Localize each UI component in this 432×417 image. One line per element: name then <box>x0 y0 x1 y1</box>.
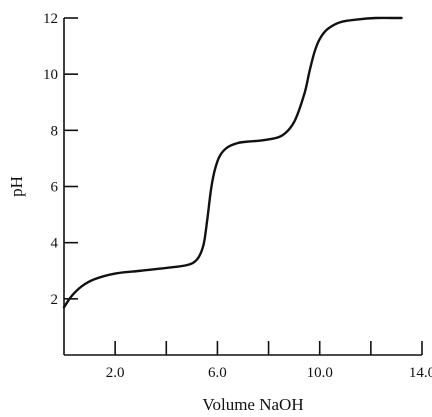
x-tick-label: 6.0 <box>208 365 227 381</box>
y-axis-title: pH <box>7 176 26 197</box>
x-tick-marks <box>114 341 423 355</box>
x-tick-label: 10.0 <box>307 365 333 381</box>
y-tick-label: 4 <box>51 236 59 252</box>
x-tick-label: 14.0 <box>409 365 432 381</box>
x-axis-title: Volume NaOH <box>202 395 303 414</box>
titration-curve-line <box>62 16 403 309</box>
y-tick-label: 8 <box>51 123 59 139</box>
y-tick-label: 6 <box>51 180 59 196</box>
y-tick-label: 10 <box>43 67 58 83</box>
y-tick-labels: 2 4 6 8 10 12 <box>43 11 59 308</box>
y-tick-label: 12 <box>43 11 58 27</box>
x-tick-labels: 2.0 6.0 10.0 14.0 <box>106 365 432 381</box>
x-tick-label: 2.0 <box>106 365 125 381</box>
y-tick-marks <box>64 17 78 300</box>
y-tick-label: 2 <box>51 292 59 308</box>
